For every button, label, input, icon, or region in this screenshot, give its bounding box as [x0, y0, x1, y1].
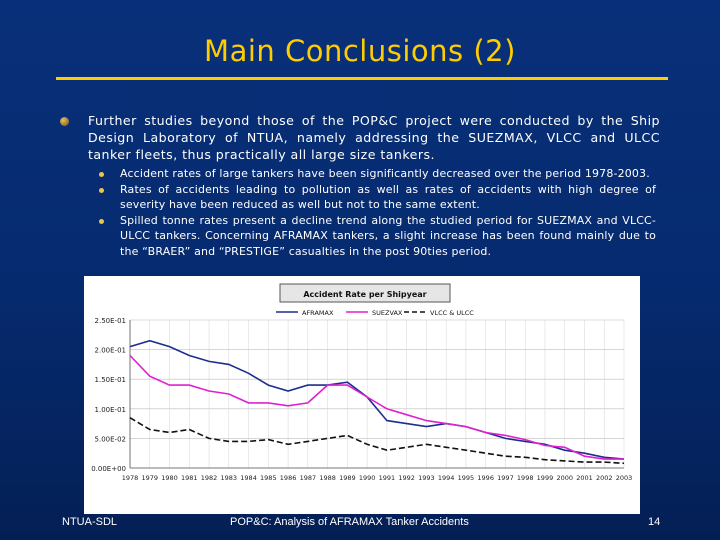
x-tick-label: 2003: [616, 474, 633, 482]
y-axis: 0.00E+00 5.00E-02 1.00E-01 1.50E-01 2.00E-01…: [91, 317, 131, 473]
x-tick-label: 1979: [141, 474, 158, 482]
page-number: 14: [648, 516, 661, 528]
footer-presentation-title: POP&C: Analysis of AFRAMAX Tanker Accide…: [230, 516, 469, 528]
y-tick-label: 1.50E-01: [95, 376, 126, 384]
x-tick-label: 1998: [517, 474, 534, 482]
sub-bullet-text: Accident rates of large tankers have bee…: [120, 167, 650, 180]
chart-grid: [129, 319, 625, 469]
bullet-dot-icon: [99, 218, 104, 224]
sub-bullet-text: Spilled tonne rates present a decline tr…: [120, 213, 656, 258]
x-tick-label: 1984: [240, 474, 257, 482]
x-tick-label: 1990: [359, 474, 376, 482]
x-tick-label: 2002: [596, 474, 613, 482]
x-tick-label: 1991: [379, 474, 396, 482]
series-line-vlcc-ulcc: [129, 417, 625, 465]
x-tick-label: 1985: [260, 474, 277, 482]
x-tick-label: 1999: [537, 474, 554, 482]
title-underline: [56, 77, 668, 80]
sub-bullet-item: Accident rates of large tankers have bee…: [96, 166, 656, 182]
x-tick-label: 1997: [497, 474, 514, 482]
x-tick-label: 1988: [319, 474, 336, 482]
y-tick-label: 5.00E-02: [95, 435, 126, 443]
chart-legend: AFRAMAX SUEZVAX VLCC & ULCC: [276, 309, 474, 317]
legend-label: VLCC & ULCC: [430, 309, 474, 317]
footer-organization: NTUA-SDL: [62, 516, 118, 528]
x-tick-label: 1992: [398, 474, 415, 482]
x-tick-label: 2001: [576, 474, 593, 482]
x-tick-label: 1980: [161, 474, 178, 482]
accident-rate-chart: Accident Rate per Shipyear AFRAMAX SUEZVA…: [84, 276, 640, 514]
sub-bullet-item: Rates of accidents leading to pollution …: [96, 182, 656, 213]
chart-series: [129, 339, 625, 465]
sub-bullet-text: Rates of accidents leading to pollution …: [120, 182, 656, 212]
bullet-dot-icon: [99, 187, 104, 193]
chart-container: Accident Rate per Shipyear AFRAMAX SUEZVA…: [84, 276, 640, 514]
legend-label: SUEZVAX: [372, 309, 403, 317]
x-tick-label: 1982: [201, 474, 218, 482]
y-tick-label: 0.00E+00: [91, 465, 126, 473]
chart-background: [84, 276, 640, 514]
sub-bullet-item: Spilled tonne rates present a decline tr…: [96, 213, 656, 260]
slide-title: Main Conclusions (2): [204, 34, 516, 68]
x-tick-label: 1981: [181, 474, 198, 482]
legend-label: AFRAMAX: [302, 309, 334, 317]
bullet-dot-icon: [99, 172, 104, 177]
y-tick-label: 2.50E-01: [95, 317, 126, 325]
series-line-suezvax: [129, 354, 624, 460]
x-tick-label: 1983: [221, 474, 238, 482]
sub-bullet-list: Accident rates of large tankers have bee…: [96, 166, 656, 260]
chart-title-box: [279, 283, 451, 303]
y-tick-label: 1.00E-01: [95, 406, 126, 414]
x-tick-label: 1986: [280, 474, 297, 482]
x-tick-label: 1996: [477, 474, 494, 482]
x-tick-label: 1987: [300, 474, 317, 482]
x-tick-label: 1978: [122, 474, 139, 482]
x-tick-label: 1993: [418, 474, 435, 482]
x-axis: 1978 1979 1980 1981 1982 1983 1984 1985 1986 1987…: [122, 467, 633, 482]
x-tick-label: 1994: [438, 474, 455, 482]
x-tick-label: 2000: [556, 474, 573, 482]
x-tick-label: 1989: [339, 474, 356, 482]
x-tick-label: 1995: [458, 474, 475, 482]
bullet-icon: [60, 117, 69, 126]
y-tick-label: 2.00E-01: [95, 347, 126, 355]
main-bullet-text: Further studies beyond those of the POP&…: [88, 113, 660, 162]
main-bullet: Further studies beyond those of the POP&…: [60, 112, 660, 163]
chart-title: Accident Rate per Shipyear: [303, 290, 426, 299]
